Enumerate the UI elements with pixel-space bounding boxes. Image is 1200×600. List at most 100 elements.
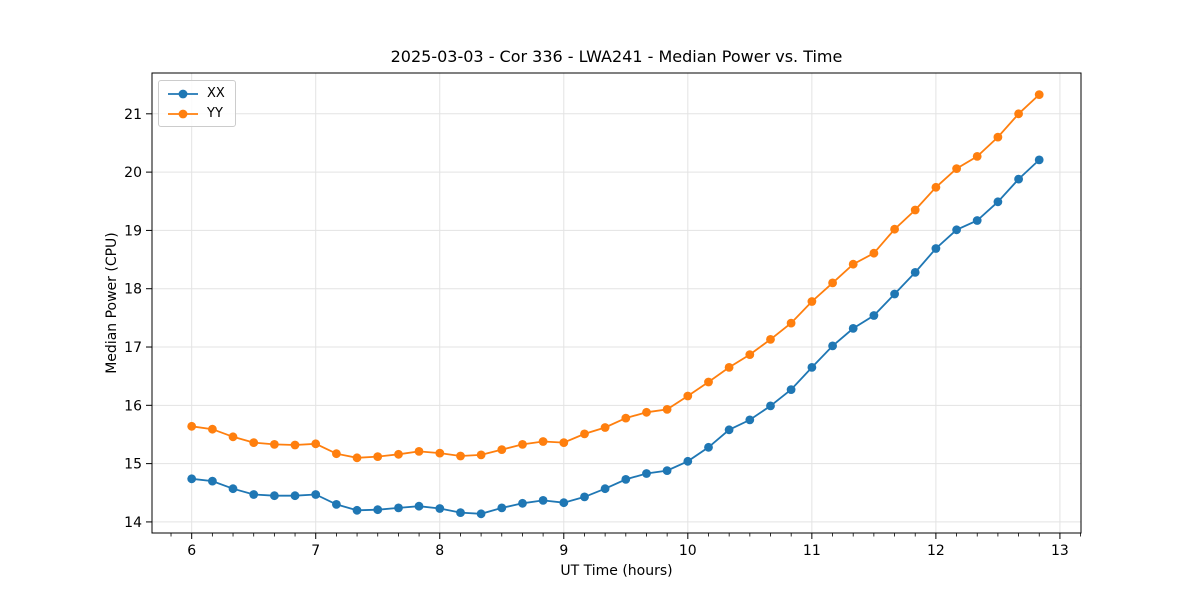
x-tick-label: 9 bbox=[559, 543, 568, 559]
data-point-yy bbox=[497, 445, 507, 454]
data-point-xx bbox=[228, 484, 238, 494]
data-point-yy bbox=[518, 440, 527, 449]
y-tick-label: 16 bbox=[124, 398, 142, 414]
data-point-yy bbox=[1034, 90, 1044, 99]
data-point-xx bbox=[828, 341, 837, 351]
data-point-yy bbox=[580, 429, 589, 439]
data-point-yy bbox=[952, 164, 961, 174]
y-tick-label: 19 bbox=[124, 223, 142, 239]
data-point-yy bbox=[766, 335, 775, 344]
x-axis-minor-ticks bbox=[170, 533, 1081, 537]
data-point-yy bbox=[208, 424, 217, 434]
data-point-xx bbox=[208, 476, 217, 486]
x-tick-label: 6 bbox=[187, 543, 196, 559]
data-point-yy bbox=[662, 405, 672, 414]
axes-frame bbox=[151, 72, 1082, 534]
data-point-yy bbox=[332, 449, 341, 459]
data-point-xx bbox=[476, 509, 486, 519]
data-point-yy bbox=[228, 432, 238, 442]
y-tick-label: 21 bbox=[124, 107, 142, 123]
data-point-yy bbox=[621, 413, 631, 423]
data-point-yy bbox=[848, 259, 858, 269]
data-point-yy bbox=[559, 438, 569, 447]
data-point-yy bbox=[476, 450, 486, 460]
data-point-xx bbox=[352, 505, 362, 515]
legend-label-yy: YY bbox=[207, 106, 223, 121]
data-point-yy bbox=[352, 453, 362, 463]
data-point-xx bbox=[332, 500, 341, 509]
y-tick-label: 18 bbox=[124, 282, 142, 298]
data-point-yy bbox=[931, 182, 941, 192]
legend-item-yy: YY bbox=[167, 105, 225, 122]
data-point-yy bbox=[869, 248, 879, 258]
data-point-yy bbox=[704, 377, 713, 387]
data-point-yy bbox=[290, 440, 300, 450]
data-point-xx bbox=[766, 401, 775, 411]
data-point-xx bbox=[456, 508, 465, 517]
data-point-yy bbox=[828, 278, 837, 288]
y-tick-label: 15 bbox=[124, 457, 142, 473]
y-tick-label: 14 bbox=[124, 515, 142, 531]
x-axis-ticks: 6 7 8 9 10 11 12 13 bbox=[187, 533, 1069, 559]
x-axis-label: UT Time (hours) bbox=[560, 563, 673, 579]
data-point-xx bbox=[724, 425, 734, 435]
data-point-yy bbox=[311, 439, 321, 449]
x-tick-label: 7 bbox=[311, 543, 320, 559]
data-point-xx bbox=[600, 484, 610, 494]
y-tick-label: 17 bbox=[124, 340, 142, 356]
data-point-xx bbox=[311, 490, 321, 499]
data-point-xx bbox=[807, 363, 817, 372]
chart-title: 2025-03-03 - Cor 336 - LWA241 - Median P… bbox=[390, 47, 843, 66]
legend-line-marker-icon bbox=[168, 89, 198, 98]
legend-line-marker-icon bbox=[168, 109, 198, 118]
data-point-xx bbox=[290, 491, 300, 501]
data-point-yy bbox=[642, 407, 651, 417]
data-point-xx bbox=[890, 289, 899, 299]
data-point-yy bbox=[972, 152, 982, 161]
data-point-xx bbox=[538, 496, 548, 505]
data-point-xx bbox=[786, 385, 796, 394]
x-tick-label: 11 bbox=[803, 543, 821, 559]
data-point-xx bbox=[683, 456, 693, 466]
data-point-xx bbox=[621, 475, 631, 484]
data-point-yy bbox=[807, 297, 817, 306]
y-axis-ticks: 14 15 16 17 18 19 20 21 bbox=[124, 107, 152, 531]
data-point-yy bbox=[724, 363, 734, 372]
x-tick-label: 13 bbox=[1051, 543, 1069, 559]
data-point-yy bbox=[910, 205, 920, 215]
legend-item-xx: XX bbox=[167, 85, 225, 102]
data-point-xx bbox=[249, 490, 259, 499]
data-point-xx bbox=[497, 503, 507, 513]
data-point-xx bbox=[972, 216, 982, 225]
series-yy bbox=[187, 90, 1044, 463]
data-point-xx bbox=[518, 498, 527, 508]
data-point-xx bbox=[642, 469, 651, 478]
grid bbox=[152, 73, 1081, 533]
legend: XX YY bbox=[158, 80, 236, 127]
data-point-xx bbox=[745, 415, 755, 425]
legend-label-xx: XX bbox=[207, 86, 225, 101]
data-point-xx bbox=[848, 324, 858, 333]
data-point-yy bbox=[270, 440, 279, 449]
data-point-yy bbox=[414, 447, 424, 456]
data-point-xx bbox=[559, 498, 569, 508]
data-point-xx bbox=[993, 197, 1003, 207]
data-point-xx bbox=[270, 491, 279, 501]
data-point-yy bbox=[786, 318, 796, 328]
data-point-xx bbox=[414, 501, 424, 511]
data-point-xx bbox=[373, 505, 383, 515]
data-point-xx bbox=[910, 268, 920, 277]
data-point-yy bbox=[435, 448, 445, 458]
data-point-yy bbox=[600, 423, 610, 432]
x-tick-label: 8 bbox=[435, 543, 444, 559]
data-point-yy bbox=[683, 391, 693, 401]
data-point-xx bbox=[435, 504, 445, 513]
data-point-xx bbox=[931, 244, 941, 253]
data-point-xx bbox=[952, 225, 961, 235]
data-point-yy bbox=[456, 451, 465, 461]
data-point-yy bbox=[394, 449, 403, 459]
series-xx bbox=[187, 155, 1044, 519]
data-point-yy bbox=[890, 224, 899, 234]
data-point-xx bbox=[662, 466, 672, 475]
